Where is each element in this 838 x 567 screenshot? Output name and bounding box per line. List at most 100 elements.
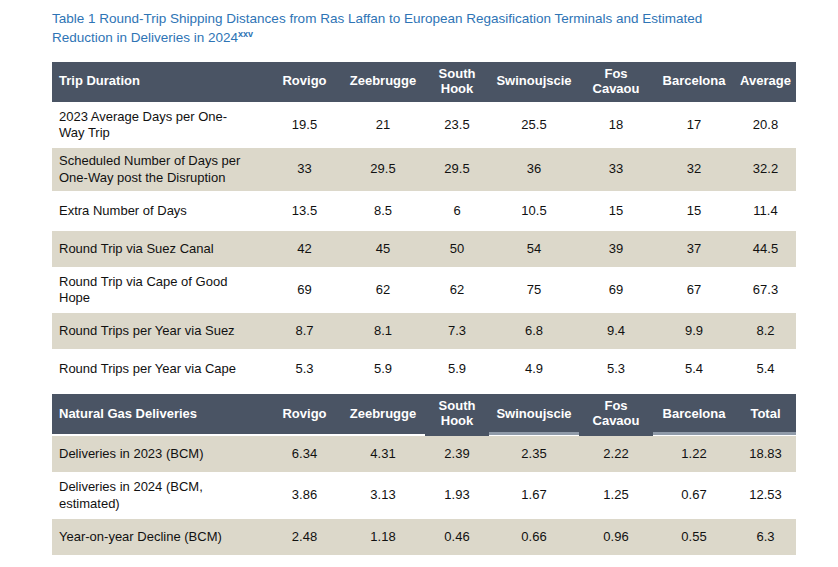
value-cell: 2.35 bbox=[489, 436, 579, 474]
column-header-total: Total bbox=[735, 394, 796, 436]
row-label: 2023 Average Days per One-Way Trip bbox=[52, 104, 268, 149]
column-header-zeebrugge: Zeebrugge bbox=[341, 62, 425, 104]
row-label: Deliveries in 2023 (BCM) bbox=[52, 436, 268, 474]
value-cell: 67 bbox=[653, 269, 735, 314]
value-cell: 5.3 bbox=[579, 351, 653, 389]
value-cell: 1.25 bbox=[579, 474, 653, 519]
column-header-south-hook: South Hook bbox=[425, 62, 489, 104]
column-header-rovigo: Rovigo bbox=[268, 394, 341, 436]
value-cell: 0.55 bbox=[653, 519, 735, 557]
value-cell: 6.3 bbox=[735, 519, 796, 557]
row-label: Round Trips per Year via Suez bbox=[52, 313, 268, 351]
value-cell: 44.5 bbox=[735, 231, 796, 269]
value-cell: 67.3 bbox=[735, 269, 796, 314]
header-row: Trip Duration Rovigo Zeebrugge South Hoo… bbox=[52, 62, 796, 104]
table-row: Round Trip via Suez Canal42455054393744.… bbox=[52, 231, 796, 269]
value-cell: 8.2 bbox=[735, 313, 796, 351]
value-cell: 1.93 bbox=[425, 474, 489, 519]
column-header-trip-duration: Trip Duration bbox=[52, 62, 268, 104]
gas-deliveries-table-wrap: Natural Gas Deliveries Rovigo Zeebrugge … bbox=[52, 394, 796, 557]
table-row: Extra Number of Days13.58.5610.5151511.4 bbox=[52, 193, 796, 231]
header-underline-accent bbox=[489, 432, 579, 435]
value-cell: 62 bbox=[425, 269, 489, 314]
trip-duration-table-wrap: Trip Duration Rovigo Zeebrugge South Hoo… bbox=[52, 62, 796, 390]
value-cell: 32.2 bbox=[735, 148, 796, 193]
value-cell: 20.8 bbox=[735, 104, 796, 149]
value-cell: 25.5 bbox=[489, 104, 579, 149]
value-cell: 6.8 bbox=[489, 313, 579, 351]
value-cell: 3.86 bbox=[268, 474, 341, 519]
row-label: Year-on-year Decline (BCM) bbox=[52, 519, 268, 557]
trip-duration-table: Trip Duration Rovigo Zeebrugge South Hoo… bbox=[52, 62, 796, 390]
value-cell: 13.5 bbox=[268, 193, 341, 231]
row-label: Extra Number of Days bbox=[52, 193, 268, 231]
value-cell: 54 bbox=[489, 231, 579, 269]
value-cell: 19.5 bbox=[268, 104, 341, 149]
value-cell: 23.5 bbox=[425, 104, 489, 149]
column-header-average: Average bbox=[735, 62, 796, 104]
value-cell: 69 bbox=[268, 269, 341, 314]
footnote-reference: xxv bbox=[238, 28, 253, 38]
gas-deliveries-table: Natural Gas Deliveries Rovigo Zeebrugge … bbox=[52, 394, 796, 557]
value-cell: 2.48 bbox=[268, 519, 341, 557]
value-cell: 62 bbox=[341, 269, 425, 314]
value-cell: 50 bbox=[425, 231, 489, 269]
value-cell: 8.1 bbox=[341, 313, 425, 351]
value-cell: 0.46 bbox=[425, 519, 489, 557]
value-cell: 12.53 bbox=[735, 474, 796, 519]
column-header-rovigo: Rovigo bbox=[268, 62, 341, 104]
value-cell: 2.39 bbox=[425, 436, 489, 474]
value-cell: 32 bbox=[653, 148, 735, 193]
table-row: Deliveries in 2023 (BCM)6.344.312.392.35… bbox=[52, 436, 796, 474]
value-cell: 39 bbox=[579, 231, 653, 269]
table-caption-text: Table 1 Round-Trip Shipping Distances fr… bbox=[52, 11, 702, 45]
value-cell: 9.4 bbox=[579, 313, 653, 351]
value-cell: 21 bbox=[341, 104, 425, 149]
column-header-barcelona: Barcelona bbox=[653, 62, 735, 104]
value-cell: 1.67 bbox=[489, 474, 579, 519]
column-header-natural-gas-deliveries: Natural Gas Deliveries bbox=[52, 394, 268, 436]
row-label: Scheduled Number of Days per One-Way pos… bbox=[52, 148, 268, 193]
value-cell: 11.4 bbox=[735, 193, 796, 231]
column-header-fos-cavaou: Fos Cavaou bbox=[579, 62, 653, 104]
value-cell: 17 bbox=[653, 104, 735, 149]
table-row: Deliveries in 2024 (BCM, estimated)3.863… bbox=[52, 474, 796, 519]
value-cell: 8.7 bbox=[268, 313, 341, 351]
column-header-swinoujscie: Swinoujscie bbox=[489, 394, 579, 436]
value-cell: 36 bbox=[489, 148, 579, 193]
column-header-swinoujscie: Swinoujscie bbox=[489, 62, 579, 104]
value-cell: 4.31 bbox=[341, 436, 425, 474]
value-cell: 42 bbox=[268, 231, 341, 269]
row-label: Round Trips per Year via Cape bbox=[52, 351, 268, 389]
table-row: Round Trip via Cape of Good Hope69626275… bbox=[52, 269, 796, 314]
value-cell: 37 bbox=[653, 231, 735, 269]
header-underline-accent bbox=[425, 431, 489, 436]
table-row: Year-on-year Decline (BCM)2.481.180.460.… bbox=[52, 519, 796, 557]
value-cell: 0.66 bbox=[489, 519, 579, 557]
header-row: Natural Gas Deliveries Rovigo Zeebrugge … bbox=[52, 394, 796, 436]
value-cell: 29.5 bbox=[425, 148, 489, 193]
value-cell: 33 bbox=[268, 148, 341, 193]
value-cell: 18.83 bbox=[735, 436, 796, 474]
value-cell: 1.18 bbox=[341, 519, 425, 557]
table-row: Round Trips per Year via Cape5.35.95.94.… bbox=[52, 351, 796, 389]
table-row: 2023 Average Days per One-Way Trip19.521… bbox=[52, 104, 796, 149]
value-cell: 69 bbox=[579, 269, 653, 314]
value-cell: 2.22 bbox=[579, 436, 653, 474]
table-row: Round Trips per Year via Suez8.78.17.36.… bbox=[52, 313, 796, 351]
value-cell: 9.9 bbox=[653, 313, 735, 351]
value-cell: 4.9 bbox=[489, 351, 579, 389]
value-cell: 29.5 bbox=[341, 148, 425, 193]
row-label: Deliveries in 2024 (BCM, estimated) bbox=[52, 474, 268, 519]
document-page: Table 1 Round-Trip Shipping Distances fr… bbox=[52, 10, 796, 557]
value-cell: 45 bbox=[341, 231, 425, 269]
table-row: Scheduled Number of Days per One-Way pos… bbox=[52, 148, 796, 193]
table-caption: Table 1 Round-Trip Shipping Distances fr… bbox=[52, 10, 752, 48]
value-cell: 5.4 bbox=[735, 351, 796, 389]
value-cell: 18 bbox=[579, 104, 653, 149]
row-label: Round Trip via Cape of Good Hope bbox=[52, 269, 268, 314]
gas-deliveries-table-body: Deliveries in 2023 (BCM)6.344.312.392.35… bbox=[52, 436, 796, 557]
header-underline-accent bbox=[579, 431, 653, 436]
column-header-fos-cavaou: Fos Cavaou bbox=[579, 394, 653, 436]
trip-duration-table-body: 2023 Average Days per One-Way Trip19.521… bbox=[52, 104, 796, 390]
